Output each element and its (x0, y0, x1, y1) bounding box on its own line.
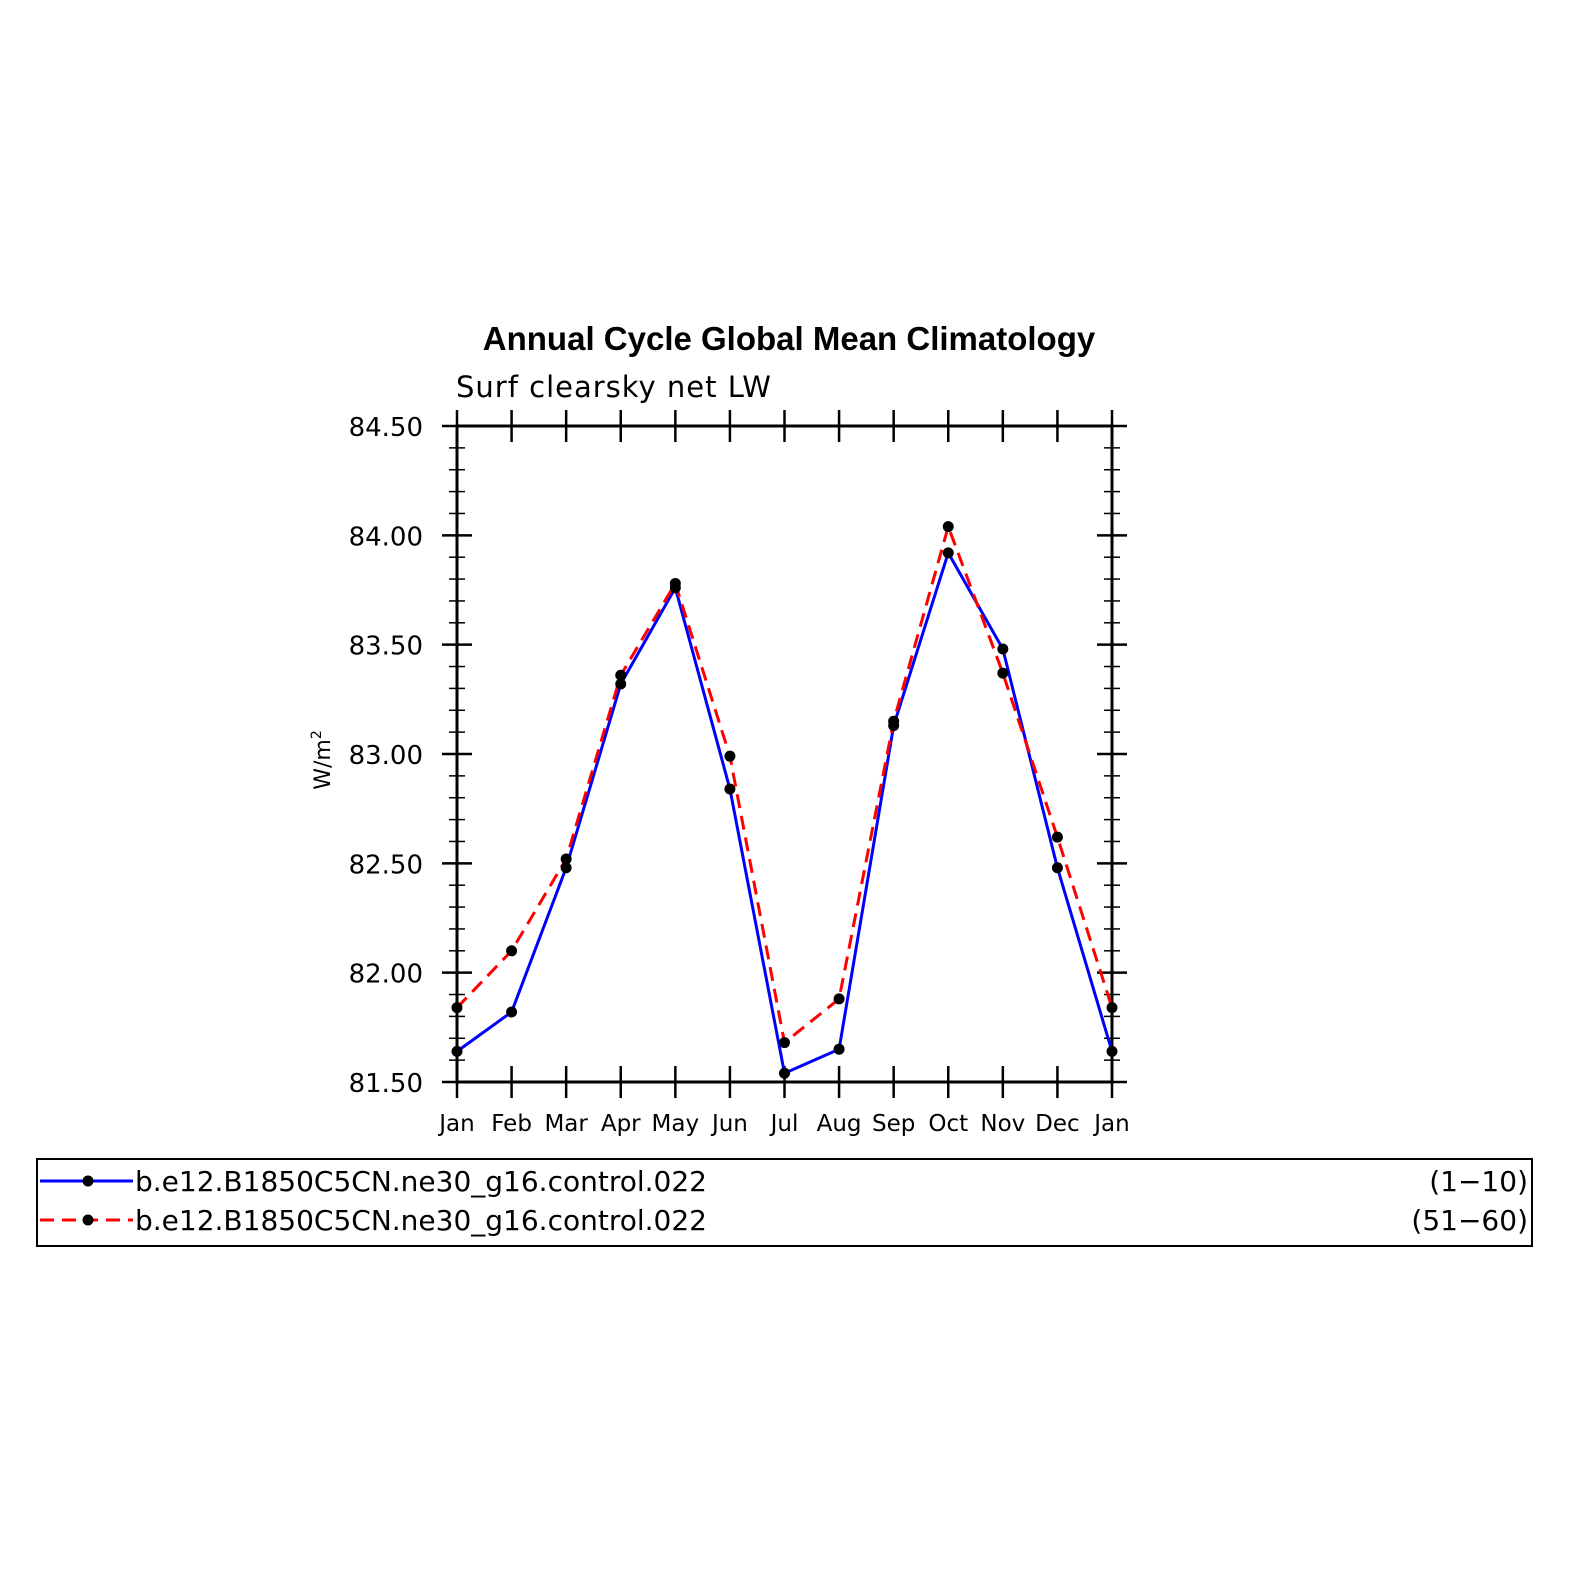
data-point-series-1 (560, 862, 572, 874)
y-axis-label: W/m2 (309, 730, 336, 790)
x-tick-label: May (652, 1111, 700, 1137)
legend-entries: b.e12.B1850C5CN.ne30_g16.control.022 (1−1… (40, 1165, 1528, 1237)
legend-years-2: (51−60) (1411, 1204, 1528, 1237)
legend-label-1: b.e12.B1850C5CN.ne30_g16.control.022 (135, 1165, 707, 1198)
y-tick-label: 83.00 (349, 741, 423, 771)
x-tick-label: Aug (817, 1111, 862, 1137)
data-point-series-2 (942, 521, 954, 533)
x-tick-label: Oct (928, 1111, 968, 1137)
y-tick-label: 81.50 (349, 1069, 423, 1099)
data-point-series-1 (942, 547, 954, 559)
data-point-series-1 (1051, 862, 1063, 874)
legend-years-1: (1−10) (1429, 1165, 1528, 1198)
x-tick-label: Jul (769, 1111, 799, 1137)
x-tick-label: Jun (710, 1111, 748, 1137)
series-line-1 (456, 549, 1114, 1076)
y-tick-label: 84.50 (349, 413, 423, 443)
y-axis-label-text: W/m (311, 739, 336, 790)
data-point-series-1 (724, 783, 736, 795)
x-tick-label: Jan (1092, 1111, 1129, 1137)
data-point-series-2 (451, 1002, 463, 1014)
y-tick-label: 84.00 (349, 522, 423, 552)
y-tick-labels: 81.50 82.00 82.50 83.00 83.50 84.00 84.50 (349, 413, 423, 1099)
chart-subtitle: Surf clearsky net LW (456, 370, 772, 404)
legend-label-2: b.e12.B1850C5CN.ne30_g16.control.022 (135, 1204, 707, 1237)
plot-frame (455, 424, 1114, 1084)
legend: b.e12.B1850C5CN.ne30_g16.control.022 (1−1… (36, 1158, 1533, 1247)
data-point-series-2 (724, 750, 736, 762)
data-point-series-2 (669, 577, 681, 589)
data-point-series-1 (833, 1043, 845, 1055)
y-axis-label-superscript: 2 (309, 730, 325, 739)
legend-box (36, 1158, 1533, 1247)
data-point-series-2 (1051, 831, 1063, 843)
series-lines (455, 521, 1114, 1076)
legend-marker-2 (82, 1214, 94, 1226)
y-tick-label: 83.50 (349, 632, 423, 662)
x-tick-label: Nov (980, 1111, 1025, 1137)
data-point-series-2 (779, 1037, 790, 1049)
x-tick-label: Feb (491, 1111, 532, 1137)
data-point-series-1 (615, 678, 627, 690)
data-point-series-2 (833, 993, 845, 1005)
data-point-series-1 (1106, 1045, 1118, 1057)
legend-marker-1 (82, 1175, 94, 1187)
chart-title: Annual Cycle Global Mean Climatology (483, 320, 1096, 357)
data-point-series-2 (615, 669, 627, 681)
y-tick-label: 82.00 (349, 960, 423, 990)
data-point-series-2 (1106, 1002, 1118, 1014)
svg-text:W/m2: W/m2 (309, 730, 336, 790)
x-tick-label: Apr (601, 1111, 641, 1137)
series-line-2 (455, 521, 1114, 1046)
data-point-series-1 (451, 1045, 463, 1057)
x-tick-label: Sep (872, 1111, 915, 1137)
data-point-series-1 (779, 1067, 790, 1079)
data-point-series-2 (560, 853, 572, 865)
data-point-series-2 (997, 667, 1009, 679)
ticks-group (442, 410, 1127, 1098)
x-tick-label: Jan (437, 1111, 474, 1137)
y-tick-label: 82.50 (349, 850, 423, 880)
series-markers (451, 521, 1118, 1079)
data-point-series-1 (997, 643, 1009, 655)
x-tick-label: Dec (1035, 1111, 1080, 1137)
data-point-series-2 (506, 945, 518, 957)
x-tick-labels: Jan Feb Mar Apr May Jun Jul Aug Sep Oct Nov Dec Jan (437, 1111, 1129, 1137)
data-point-series-1 (506, 1006, 518, 1018)
x-tick-label: Mar (544, 1111, 588, 1137)
data-point-series-2 (888, 715, 900, 727)
